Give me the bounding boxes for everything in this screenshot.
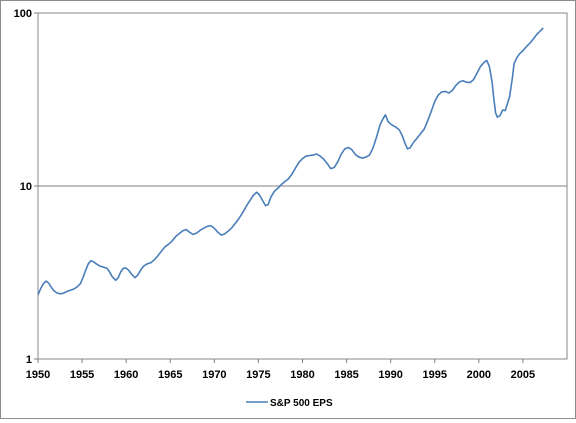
- x-tick-label: 1990: [378, 369, 402, 381]
- x-tick-label: 1980: [290, 369, 314, 381]
- x-tick-label: 1985: [334, 369, 358, 381]
- y-tick-label: 100: [14, 8, 32, 20]
- x-tick-label: 1970: [202, 369, 226, 381]
- series-layer: [37, 27, 544, 296]
- series-line: [37, 27, 544, 296]
- legend: S&P 500 EPS: [246, 398, 333, 409]
- tick-layer: 1 10 100 1950 1955 1960 1965 1970 1975 1980 1985 19…: [14, 8, 536, 381]
- x-tick-label: 2000: [467, 369, 491, 381]
- x-tick-label: 1975: [246, 369, 270, 381]
- x-tick-label: 1995: [423, 369, 447, 381]
- x-tick-label: 1960: [114, 369, 138, 381]
- y-tick-label: 10: [20, 181, 32, 193]
- x-tick-label: 1965: [158, 369, 182, 381]
- x-tick-label: 1950: [26, 369, 50, 381]
- y-tick-label: 1: [26, 354, 32, 366]
- x-tick-label: 2005: [511, 369, 535, 381]
- legend-label: S&P 500 EPS: [270, 398, 333, 409]
- x-tick-label: 1955: [70, 369, 94, 381]
